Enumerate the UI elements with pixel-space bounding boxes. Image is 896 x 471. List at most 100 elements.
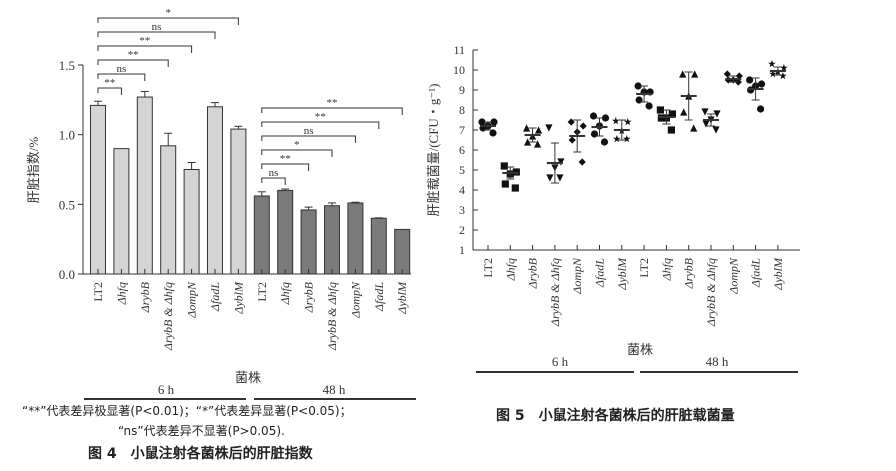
significance-bracket [97, 59, 169, 67]
star-marker [779, 72, 787, 80]
significance-note-1: “**”代表差异极显著(P<0.01)；“*”代表差异显著(P<0.05)； [22, 404, 352, 418]
x-axis-label: 菌株 [627, 342, 653, 357]
significance-bracket [261, 135, 356, 143]
y-tick-label: 6 [459, 143, 465, 157]
circle-marker [589, 112, 598, 120]
square-marker [668, 110, 676, 118]
triangle-down-marker [702, 120, 710, 128]
triangle-up-marker [680, 108, 688, 116]
x-tick-label: ΔrybB [526, 257, 540, 289]
bar [207, 106, 223, 275]
square-marker [511, 184, 519, 192]
significance-bracket [261, 149, 333, 157]
triangle-down-marker [713, 110, 721, 118]
y-tick-label: 1.0 [59, 128, 75, 143]
y-axis-label: 肝脏指数/% [26, 137, 41, 204]
star-marker [624, 118, 632, 126]
circle-marker [600, 138, 609, 146]
x-tick-label: ΔompN [570, 257, 584, 295]
significance-mark: ** [128, 49, 139, 61]
x-tick-label: ΔompN [726, 257, 740, 295]
significance-mark: ns [304, 125, 314, 137]
significance-bracket [261, 177, 286, 185]
y-tick-label: 1 [459, 243, 465, 257]
bar [394, 228, 411, 275]
x-tick-label: Δhfq [659, 258, 673, 281]
figure-4-caption: 图 4 小鼠注射各菌株后的肝脏指数 [88, 446, 313, 462]
bar [113, 148, 130, 275]
x-tick-label: ΔrybB & Δhfq [161, 282, 175, 351]
triangle-down-marker [701, 108, 709, 116]
x-tick-label: Δhfq [114, 282, 128, 305]
x-tick-label: ΔfadL [749, 258, 763, 288]
significance-mark: * [165, 7, 171, 19]
significance-bracket [261, 163, 310, 171]
triangle-up-marker [679, 70, 687, 78]
y-tick-label: 11 [453, 43, 465, 57]
x-tick-label: ΔrybB & Δhfq [548, 258, 562, 327]
triangle-up-marker [535, 126, 543, 134]
circle-marker [645, 102, 653, 110]
circle-marker [746, 76, 754, 84]
significance-mark: ** [139, 35, 150, 47]
significance-mark: ** [104, 77, 115, 89]
circle-marker [758, 80, 766, 88]
y-tick-label: 10 [453, 63, 465, 77]
significance-mark: ** [327, 97, 338, 109]
group-label-6h: 6 h [158, 382, 175, 397]
triangle-up-marker [690, 124, 698, 132]
star-marker [623, 135, 631, 143]
x-tick-label: ΔrybB & Δhfq [704, 258, 718, 327]
x-tick-label: LT2 [637, 258, 651, 278]
bar [90, 104, 106, 275]
diamond-marker [723, 70, 731, 78]
circle-marker [634, 82, 642, 90]
triangle-up-marker [523, 124, 531, 132]
star-marker [612, 117, 620, 125]
bar [230, 128, 247, 275]
x-tick-label: ΔyblM [395, 281, 409, 315]
significance-bracket [97, 73, 146, 81]
star-marker [769, 70, 777, 78]
x-axis-label: 菌株 [235, 370, 261, 385]
x-tick-label: ΔrybB & Δhfq [325, 282, 339, 351]
bar [183, 169, 200, 275]
square-marker [656, 106, 664, 114]
x-tick-label: ΔyblM [771, 257, 785, 291]
significance-mark: * [294, 139, 300, 151]
x-tick-label: ΔompN [348, 281, 362, 319]
bar [160, 145, 177, 275]
x-tick-label: ΔfadL [208, 282, 222, 312]
bar [136, 96, 153, 275]
bar [253, 195, 270, 275]
triangle-up-marker [524, 138, 532, 146]
x-tick-label: Δhfq [503, 258, 517, 281]
significance-bracket [261, 121, 380, 129]
significance-bracket [97, 87, 122, 95]
diamond-marker [578, 158, 586, 166]
figure-5-caption: 图 5 小鼠注射各菌株后的肝脏载菌量 [496, 408, 735, 424]
y-tick-label: 9 [459, 83, 465, 97]
diamond-marker [734, 78, 742, 86]
diamond-marker [579, 122, 587, 130]
significance-mark: ns [152, 21, 162, 33]
y-tick-label: 1.5 [59, 58, 75, 73]
circle-marker [490, 118, 498, 126]
x-tick-label: ΔrybB [138, 281, 152, 313]
x-tick-label: ΔrybB [682, 257, 696, 289]
significance-mark: ns [269, 167, 279, 179]
diamond-marker [735, 72, 743, 80]
y-tick-label: 3 [459, 203, 465, 217]
y-axis-label: 肝脏载菌量/(CFU・g⁻¹) [426, 84, 441, 217]
bar [300, 209, 317, 275]
significance-bracket [261, 107, 403, 115]
x-tick-label: ΔfadL [593, 258, 607, 288]
x-tick-label: ΔrybB [302, 281, 316, 313]
y-tick-label: 0.5 [59, 197, 75, 212]
x-tick-label: ΔfadL [372, 282, 386, 312]
star-marker [613, 135, 621, 143]
circle-marker [590, 130, 599, 138]
square-marker [500, 162, 508, 170]
group-label-6h: 6 h [552, 354, 569, 369]
triangle-up-marker [691, 70, 699, 78]
